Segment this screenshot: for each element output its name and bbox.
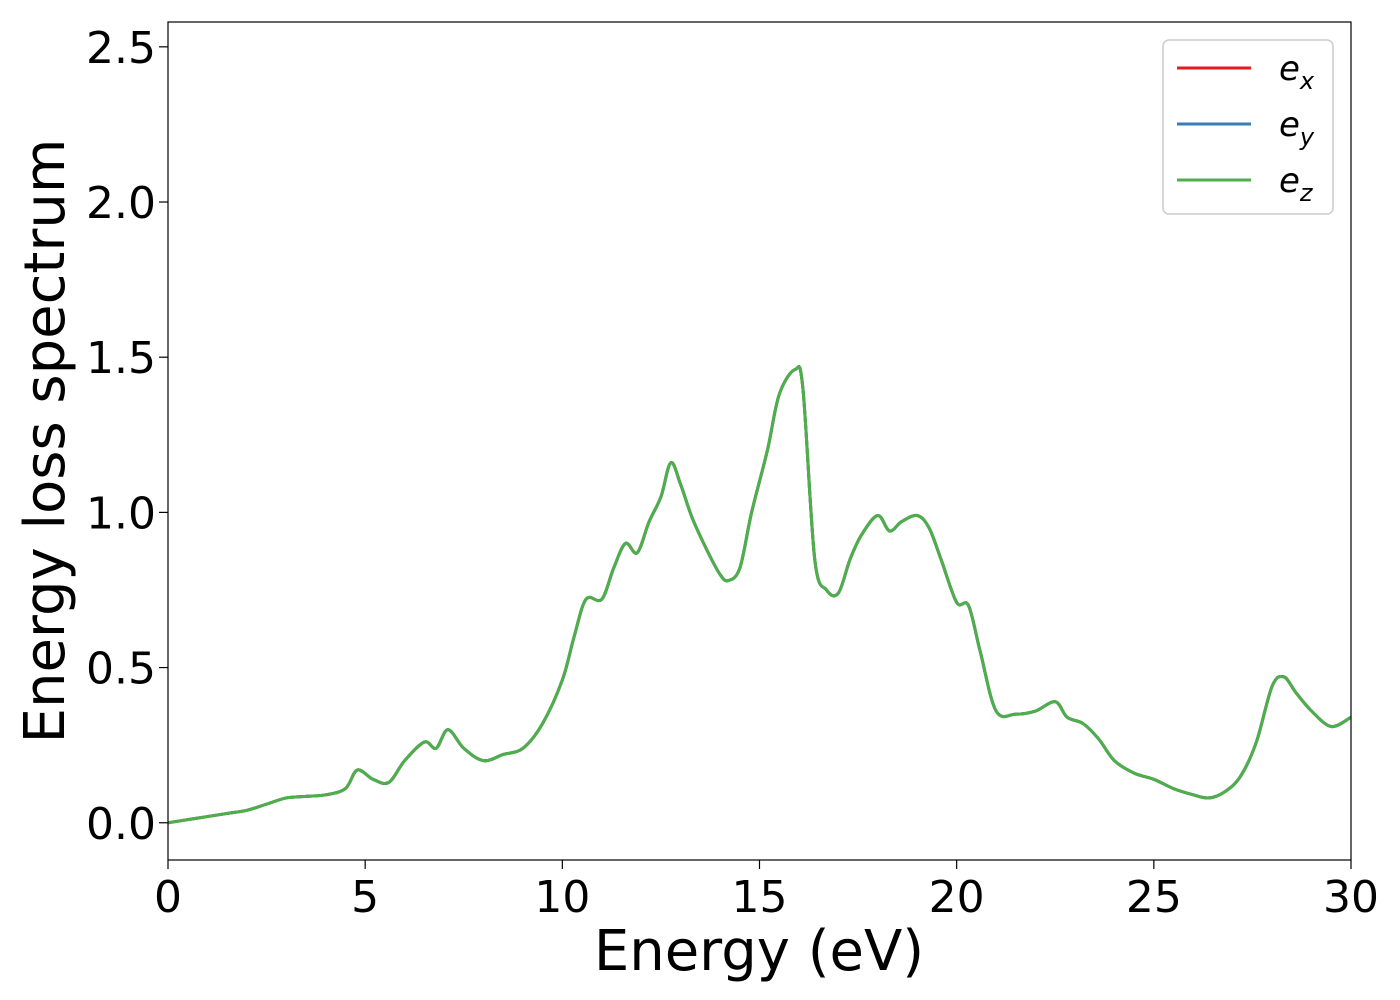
x-axis-label: Energy (eV) (594, 919, 924, 984)
legend-entry-y: ey (1177, 105, 1315, 151)
x-tick-label: 30 (1323, 872, 1379, 923)
y-tick-label: 2.0 (86, 178, 156, 229)
legend-entry-z: ez (1177, 161, 1314, 207)
x-tick-label: 5 (351, 872, 379, 923)
y-tick-label: 1.5 (86, 333, 156, 384)
legend-box (1162, 39, 1334, 215)
x-tick-label: 10 (534, 872, 590, 923)
y-axis-ticks: 0.0 0.5 1.0 1.5 2.0 2.5 (86, 23, 168, 850)
plot-background (168, 22, 1351, 860)
legend-entry-x: ex (1177, 49, 1315, 95)
y-axis-label: Energy loss spectrum (13, 139, 78, 744)
legend: ex ey ez (1162, 39, 1334, 215)
y-tick-label: 0.5 (86, 644, 156, 695)
x-tick-label: 15 (732, 872, 788, 923)
series-line-z (168, 365, 1351, 825)
legend-label: ez (1279, 161, 1314, 207)
series-lines (168, 365, 1351, 825)
x-tick-label: 25 (1126, 872, 1182, 923)
legend-label: ex (1279, 49, 1315, 95)
plot-area (167, 21, 1352, 861)
x-axis-ticks: 0 5 10 15 20 25 30 (154, 860, 1379, 923)
y-tick-label: 0.0 (86, 799, 156, 850)
legend-label: ey (1279, 105, 1315, 151)
x-tick-label: 20 (929, 872, 985, 923)
y-tick-label: 1.0 (86, 488, 156, 539)
y-tick-label: 2.5 (86, 23, 156, 74)
x-tick-label: 0 (154, 872, 182, 923)
